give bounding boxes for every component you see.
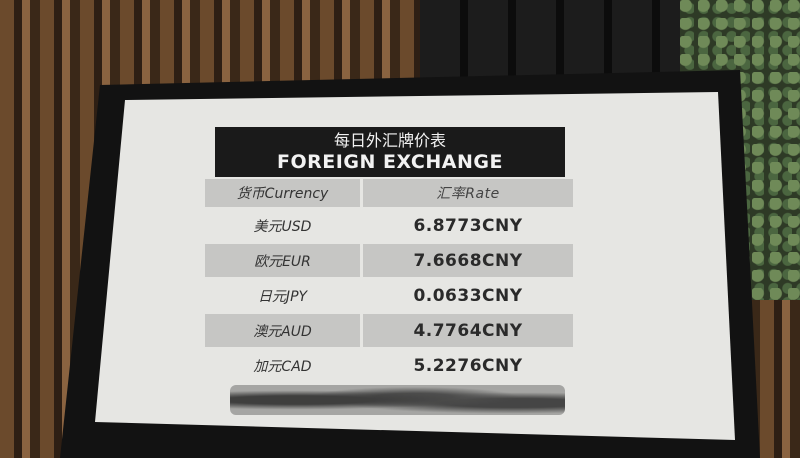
currency-cell: 澳元AUD [205,314,360,347]
rate-cell: 5.2276CNY [413,355,523,376]
table-row: 美元USD 6.8773CNY [205,209,573,242]
rate-cell: 4.7764CNY [363,314,573,347]
currency-cell: 日元JPY [257,288,308,305]
table-header-row: 货币Currency 汇率Rate [205,179,573,207]
title-chinese: 每日外汇牌价表 [333,131,446,150]
ink-wash-decoration [230,385,565,415]
rate-cell: 0.0633CNY [413,285,523,306]
rate-cell: 6.8773CNY [413,215,523,236]
table-row: 欧元EUR 7.6668CNY [205,244,573,277]
column-header-rate: 汇率Rate [363,179,573,207]
exchange-rate-table: 每日外汇牌价表 FOREIGN EXCHANGE 货币Currency 汇率Ra… [205,127,573,382]
table-row: 加元CAD 5.2276CNY [205,349,573,382]
table-row: 日元JPY 0.0633CNY [205,279,573,312]
currency-cell: 加元CAD [253,358,312,375]
table-row: 澳元AUD 4.7764CNY [205,314,573,347]
column-header-currency: 货币Currency [205,179,360,207]
rate-cell: 7.6668CNY [363,244,573,277]
title-english: FOREIGN EXCHANGE [277,151,503,173]
table-title: 每日外汇牌价表 FOREIGN EXCHANGE [215,127,565,177]
currency-cell: 欧元EUR [205,244,360,277]
currency-cell: 美元USD [253,218,312,235]
